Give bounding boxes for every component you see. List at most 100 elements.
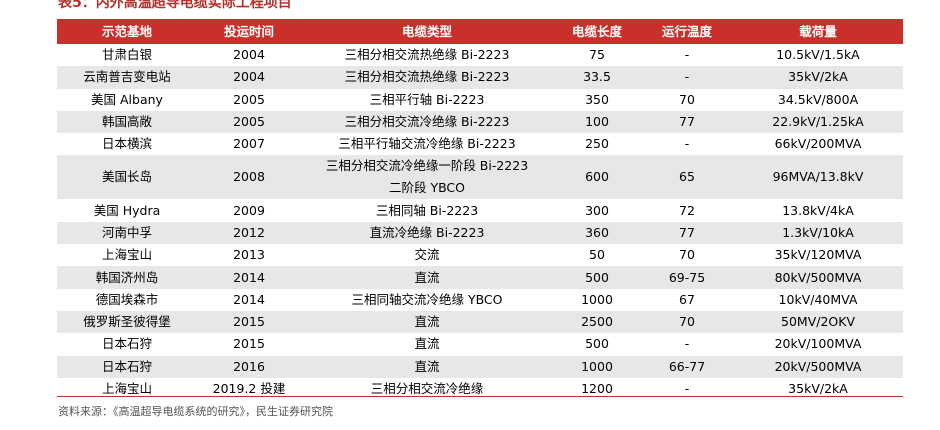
- table-cell: 2007: [233, 136, 265, 152]
- table-cell: 22.9kV/1.25kA: [772, 114, 864, 130]
- table-cell: 三相分相交流冷绝缘一阶段 Bi-2223 二阶段 YBCO: [325, 158, 529, 196]
- table-cell: 三相同轴交流冷绝缘 YBCO: [351, 291, 503, 307]
- header-cell: 电缆长度: [571, 23, 622, 39]
- table-cell: 35kV/2kA: [788, 381, 848, 396]
- table-cell: 河南中孚: [101, 224, 152, 240]
- table-cell: 77: [679, 224, 695, 240]
- table-cell: 2009: [233, 202, 265, 218]
- table-cell: 69-75: [668, 269, 706, 285]
- table-cell: 直流: [414, 336, 440, 352]
- table-cell: 直流: [414, 314, 440, 330]
- table-row: 韩国高敞 2005 三相分相交流冷绝缘 Bi-2223 100 77 22.9k…: [57, 110, 903, 134]
- table-cell: 日本石狩: [101, 358, 152, 374]
- table-cell: -: [684, 336, 690, 352]
- table-cell: 1.3kV/10kA: [782, 224, 854, 240]
- table-cell: 直流: [414, 358, 440, 374]
- table-cell: 上海宝山: [101, 381, 152, 396]
- table-cell: 350: [585, 91, 609, 107]
- table-cell: 三相分相交流冷绝缘: [370, 381, 484, 396]
- table-cell: 三相分相交流冷绝缘 Bi-2223: [344, 114, 510, 130]
- table-row: 美国长岛 2008 三相分相交流冷绝缘一阶段 Bi-2223 二阶段 YBCO …: [57, 155, 903, 200]
- table-cell: -: [684, 69, 690, 85]
- table-cell: 1200: [581, 381, 613, 396]
- table-cell: 2004: [233, 47, 265, 63]
- table-cell: 1000: [581, 358, 613, 374]
- table-cell: 50: [589, 247, 605, 263]
- table-cell: 韩国济州岛: [95, 269, 159, 285]
- table-cell: 66-77: [668, 358, 706, 374]
- table-cell: 35kV/2kA: [788, 69, 848, 85]
- header-cell: 投运时间: [223, 23, 274, 39]
- table-cell: 67: [679, 291, 695, 307]
- table-cell: -: [684, 47, 690, 63]
- table-cell: 2008: [233, 169, 265, 185]
- table-row: 云南普吉变电站 2004 三相分相交流热绝缘 Bi-2223 33.5 - 35…: [57, 66, 903, 89]
- table-cell: 直流: [414, 269, 440, 285]
- table-cell: 日本石狩: [101, 336, 152, 352]
- table-cell: 韩国高敞: [101, 114, 152, 130]
- table-cell: 三相同轴 Bi-2223: [375, 202, 479, 218]
- table-cell: 三相分相交流热绝缘 Bi-2223: [344, 47, 510, 63]
- table-cell: 100: [585, 114, 609, 130]
- header-cell: 运行温度: [661, 23, 712, 39]
- data-table: 示范基地 投运时间 电缆类型 电缆长度 运行温度 载荷量 甘肃白银 2004 三…: [57, 19, 903, 400]
- table-cell: 10kV/40MVA: [778, 291, 858, 307]
- table-cell: 直流冷绝缘 Bi-2223: [369, 224, 485, 240]
- table-cell: 600: [585, 169, 609, 185]
- table-cell: 2500: [581, 314, 613, 330]
- table-cell: 德国埃森市: [95, 291, 159, 307]
- table-row: 甘肃白银 2004 三相分相交流热绝缘 Bi-2223 75 - 10.5kV/…: [57, 44, 903, 66]
- table-cell: 50MV/2OKV: [781, 314, 855, 330]
- table-row: 韩国济州岛 2014 直流 500 69-75 80kV/500MVA: [57, 266, 903, 289]
- table-cell: 三相分相交流热绝缘 Bi-2223: [344, 69, 510, 85]
- table-cell: 34.5kV/800A: [777, 91, 859, 107]
- table-cell: 77: [679, 114, 695, 130]
- table-row: 德国埃森市 2014 三相同轴交流冷绝缘 YBCO 1000 67 10kV/4…: [57, 289, 903, 311]
- table-cell: -: [684, 136, 690, 152]
- table-title: 表5：内外高温超导电缆实际工程项目: [58, 0, 292, 11]
- table-cell: 2012: [233, 224, 265, 240]
- table-cell: 20kV/100MVA: [774, 336, 862, 352]
- table-cell: 2005: [233, 114, 265, 130]
- table-cell: 2004: [233, 69, 265, 85]
- table-row: 河南中孚 2012 直流冷绝缘 Bi-2223 360 77 1.3kV/10k…: [57, 221, 903, 245]
- table-row: 上海宝山 2019.2 投建 三相分相交流冷绝缘 1200 - 35kV/2kA: [57, 378, 903, 400]
- table-cell: 俄罗斯圣彼得堡: [83, 314, 171, 330]
- table-cell: 三相平行轴交流冷绝缘 Bi-2223: [338, 136, 516, 152]
- table-cell: 三相平行轴 Bi-2223: [369, 91, 485, 107]
- table-row: 日本横滨 2007 三相平行轴交流冷绝缘 Bi-2223 250 - 66kV/…: [57, 133, 903, 155]
- table-cell: 96MVA/13.8kV: [772, 169, 864, 185]
- table-cell: 美国长岛: [101, 169, 152, 185]
- table-cell: 2014: [233, 291, 265, 307]
- table-cell: 65: [679, 169, 695, 185]
- table-cell: 10.5kV/1.5kA: [776, 47, 860, 63]
- table-cell: 2019.2 投建: [212, 381, 286, 396]
- table-cell: 2014: [233, 269, 265, 285]
- table-cell: 72: [679, 202, 695, 218]
- table-cell: 2013: [233, 247, 265, 263]
- table-cell: 上海宝山: [101, 247, 152, 263]
- table-cell: 甘肃白银: [101, 47, 152, 63]
- table-row: 俄罗斯圣彼得堡 2015 直流 2500 70 50MV/2OKV: [57, 310, 903, 334]
- source-footnote: 资料来源：《高温超导电缆系统的研究》，民生证券研究院: [58, 405, 333, 418]
- header-cell: 示范基地: [101, 23, 152, 39]
- table-row: 美国 Hydra 2009 三相同轴 Bi-2223 300 72 13.8kV…: [57, 199, 903, 221]
- header-cell: 电缆类型: [401, 23, 452, 39]
- table-cell: 2005: [233, 91, 265, 107]
- table-cell: 云南普吉变电站: [83, 69, 171, 85]
- table-row: 上海宝山 2013 交流 50 70 35kV/120MVA: [57, 244, 903, 266]
- table-cell: 70: [679, 314, 695, 330]
- table-cell: -: [684, 381, 690, 396]
- table-bottom-rule: [57, 396, 903, 397]
- table-cell: 2016: [233, 358, 265, 374]
- table-cell: 70: [679, 91, 695, 107]
- table-cell: 66kV/200MVA: [774, 136, 862, 152]
- table-cell: 360: [585, 224, 609, 240]
- table-cell: 500: [585, 269, 609, 285]
- table-cell: 13.8kV/4kA: [782, 202, 854, 218]
- table-cell: 70: [679, 247, 695, 263]
- table-cell: 美国 Hydra: [93, 202, 161, 218]
- table-cell: 1000: [581, 291, 613, 307]
- table-cell: 250: [585, 136, 609, 152]
